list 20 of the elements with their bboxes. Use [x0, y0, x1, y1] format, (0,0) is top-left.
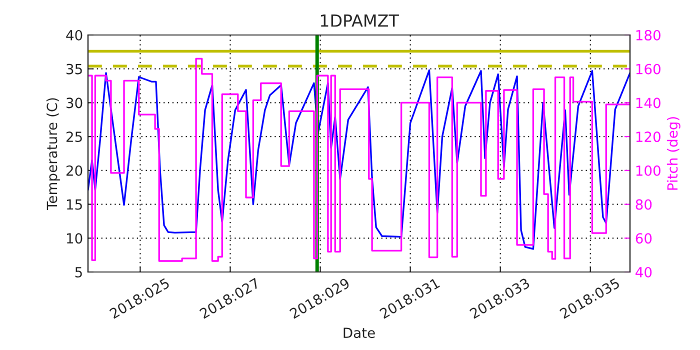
y2-tick-label: 80	[636, 199, 652, 210]
y-tick-label: 10	[66, 233, 82, 244]
y2-tick-label: 140	[636, 98, 660, 108]
y2-tick-label: 160	[636, 64, 660, 74]
y-axis-title: Temperature (C)	[46, 98, 60, 210]
chart-title: 1DPAMZT	[320, 14, 399, 27]
y2-tick-label: 120	[636, 132, 660, 142]
y2-axis-title: Pitch (deg)	[666, 117, 680, 190]
y-tick-label: 30	[66, 98, 82, 108]
y-tick-label: 25	[66, 132, 82, 142]
x-axis-title: Date	[344, 328, 375, 338]
y2-tick-label: 100	[636, 165, 660, 176]
y-tick-label: 15	[66, 199, 82, 210]
y2-tick-label: 40	[636, 266, 652, 278]
y-tick-label: 40	[66, 30, 82, 40]
y2-tick-label: 180	[636, 30, 660, 40]
y-tick-label: 5	[75, 267, 82, 278]
y-tick-label: 35	[66, 64, 82, 74]
y2-tick-label: 60	[636, 233, 652, 244]
y-tick-label: 20	[66, 165, 82, 176]
